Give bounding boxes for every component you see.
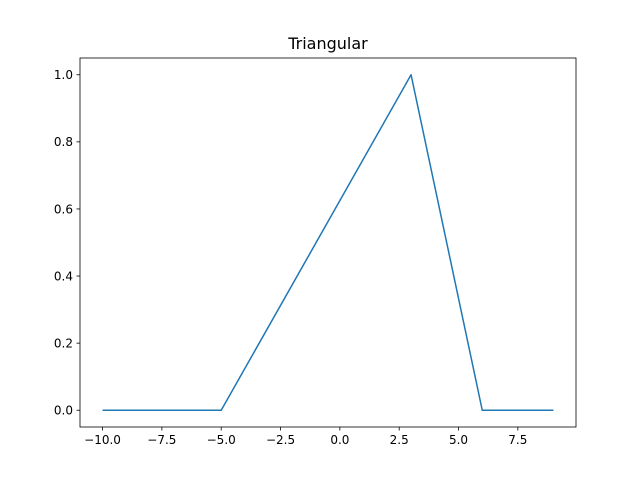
y-tick-label: 0.2	[54, 336, 73, 350]
y-tick-label: 0.8	[54, 135, 73, 149]
series-line-0	[102, 74, 554, 411]
x-tick-label: 5.0	[449, 433, 468, 447]
y-tick-label: 1.0	[54, 68, 73, 82]
y-tick-label: 0.0	[54, 404, 73, 418]
x-tick-label: −10.0	[84, 433, 121, 447]
x-tick-label: −2.5	[266, 433, 295, 447]
plot-area: −10.0 −7.5 −5.0 −2.5 0.0 2.5 5.0 7.5 0.0 0.2 0.4 0.…	[54, 57, 577, 447]
y-tick-label: 0.6	[54, 202, 73, 216]
chart-title: Triangular	[287, 34, 368, 53]
axes-frame	[79, 57, 577, 428]
x-tick-label: 0.0	[330, 433, 349, 447]
x-tick-label: −7.5	[147, 433, 176, 447]
x-tick-label: 7.5	[508, 433, 527, 447]
x-tick-label: 2.5	[390, 433, 409, 447]
x-tick-label: −5.0	[207, 433, 236, 447]
y-tick-label: 0.4	[54, 269, 73, 283]
